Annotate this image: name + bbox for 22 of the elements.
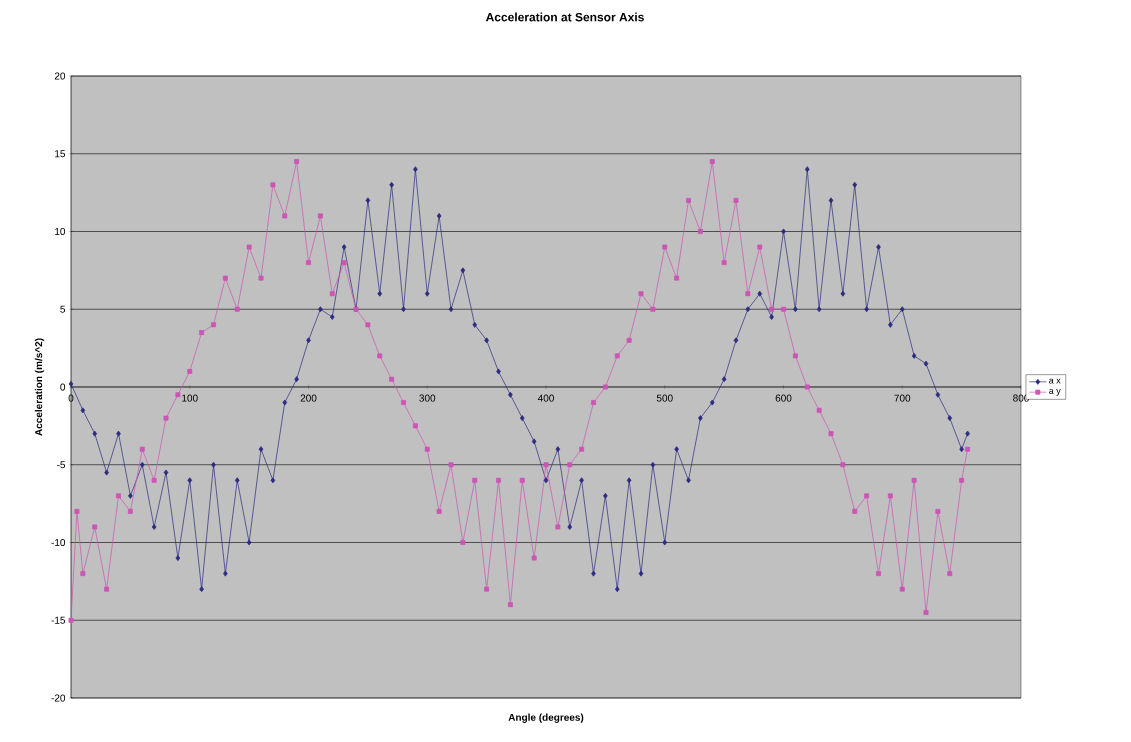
y-tick-label: 5 [60,305,66,313]
x-tick-label: 600 [775,394,792,402]
y-tick-label: -20 [51,694,66,702]
chart-title: Acceleration at Sensor Axis [485,12,644,22]
y-tick-label: 20 [54,72,66,80]
x-tick-label: 400 [537,394,554,402]
legend-label: a y [1049,388,1061,396]
y-tick-label: 0 [60,383,66,391]
legend-label: a x [1049,378,1061,384]
x-tick-label: 300 [419,394,436,402]
y-tick-label: -10 [51,538,66,547]
x-tick-label: 700 [894,394,911,402]
x-tick-label: 500 [656,394,673,402]
x-axis-title: Angle (degrees) [508,713,584,723]
x-tick-label: 0 [68,394,74,402]
x-tick-label: 100 [182,394,198,402]
y-axis-title: Acceleration (m/s^2) [34,338,45,436]
y-tick-label: 15 [55,150,66,158]
y-tick-label: -15 [51,616,66,624]
y-tick-label: 10 [55,227,66,236]
y-tick-label: -5 [57,461,66,469]
x-tick-label: 200 [300,394,317,402]
